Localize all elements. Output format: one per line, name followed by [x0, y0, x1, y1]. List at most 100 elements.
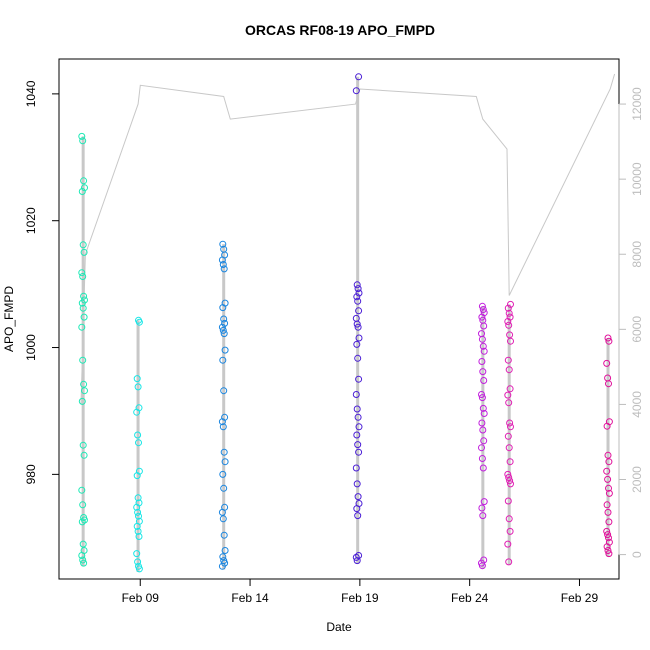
data-point: [80, 451, 88, 459]
data-point: [218, 323, 226, 331]
data-point: [479, 306, 487, 313]
data-point: [355, 423, 363, 431]
data-point: [605, 484, 612, 492]
y2-tick-label: 2000: [630, 466, 644, 493]
points-layer: [78, 73, 613, 573]
data-point: [480, 410, 488, 417]
data-point: [605, 550, 613, 558]
data-point: [507, 300, 514, 308]
data-point: [352, 553, 360, 561]
data-point: [478, 419, 486, 427]
data-point: [353, 557, 361, 565]
data-point: [505, 444, 513, 452]
data-point: [134, 494, 142, 502]
data-point: [218, 562, 226, 570]
data-point: [134, 558, 142, 566]
data-point: [220, 265, 228, 273]
data-point: [604, 547, 612, 554]
data-point: [504, 391, 512, 399]
data-point: [504, 470, 512, 478]
data-point: [355, 289, 363, 297]
data-point: [80, 248, 88, 256]
data-point: [219, 515, 227, 523]
y2-tick-label: 8000: [630, 241, 644, 268]
data-point: [603, 422, 611, 430]
data-point: [354, 297, 362, 305]
data-point: [506, 477, 514, 485]
data-point: [505, 321, 513, 329]
x-tick-label: Feb 19: [341, 591, 379, 605]
data-point: [504, 318, 512, 325]
data-point: [219, 261, 227, 268]
data-point: [479, 464, 487, 472]
data-point: [353, 505, 361, 513]
data-point: [80, 380, 88, 388]
data-point: [603, 527, 611, 535]
data-point: [506, 527, 514, 535]
data-point: [354, 413, 362, 421]
data-point: [80, 292, 88, 300]
data-point: [135, 467, 143, 475]
data-point: [605, 489, 613, 497]
data-point: [505, 474, 513, 481]
data-point: [79, 241, 87, 249]
data-point: [353, 281, 361, 289]
data-point: [219, 423, 227, 431]
data-point: [478, 313, 486, 321]
y-tick-label: 1020: [24, 207, 38, 234]
data-point: [504, 304, 512, 312]
data-point: [219, 326, 227, 334]
data-point: [219, 304, 227, 312]
y2-tick-label: 12000: [630, 87, 644, 121]
data-point: [605, 337, 613, 345]
data-point: [221, 413, 229, 421]
data-point: [79, 356, 87, 364]
data-point: [478, 394, 486, 402]
data-point: [78, 323, 86, 331]
data-point: [133, 550, 141, 558]
plot-frame: [58, 58, 620, 580]
data-point: [354, 512, 362, 520]
data-point: [352, 464, 360, 472]
data-point: [133, 408, 141, 416]
data-point: [605, 518, 613, 526]
x-tick-label: Feb 09: [122, 591, 160, 605]
chart-title: ORCAS RF08-19 APO_FMPD: [245, 22, 435, 38]
data-point: [355, 375, 363, 383]
data-point: [134, 527, 142, 535]
x-axis-label: Date: [326, 620, 352, 634]
data-point: [603, 467, 611, 475]
data-point: [478, 444, 485, 452]
data-point: [507, 423, 514, 431]
data-point: [505, 558, 513, 566]
y2-tick-label: 6000: [630, 316, 644, 343]
data-point: [79, 441, 87, 449]
data-point: [218, 256, 226, 264]
data-point: [604, 334, 612, 342]
data-point: [507, 480, 514, 488]
data-point: [135, 565, 143, 573]
data-point: [603, 501, 611, 509]
data-point: [354, 354, 362, 362]
data-point: [220, 484, 228, 492]
axes-layer: Feb 09 Feb 14 Feb 19 Feb 24 Feb 29 980 1000 102…: [24, 80, 644, 605]
data-point: [480, 437, 488, 445]
data-point: [604, 451, 612, 459]
y-tick-label: 1000: [24, 334, 38, 361]
data-point: [355, 307, 363, 315]
data-point: [219, 240, 227, 248]
data-point: [221, 547, 229, 554]
data-point: [603, 543, 611, 551]
data-point: [478, 358, 486, 365]
data-point: [504, 432, 512, 440]
data-point: [79, 304, 87, 312]
data-point: [353, 405, 361, 413]
data-point: [480, 498, 488, 506]
data-point: [479, 512, 487, 520]
y2-tick-label: 4000: [630, 391, 644, 418]
data-point: [133, 375, 141, 383]
data-point: [78, 299, 86, 307]
data-point: [81, 184, 88, 192]
data-point: [604, 475, 612, 483]
